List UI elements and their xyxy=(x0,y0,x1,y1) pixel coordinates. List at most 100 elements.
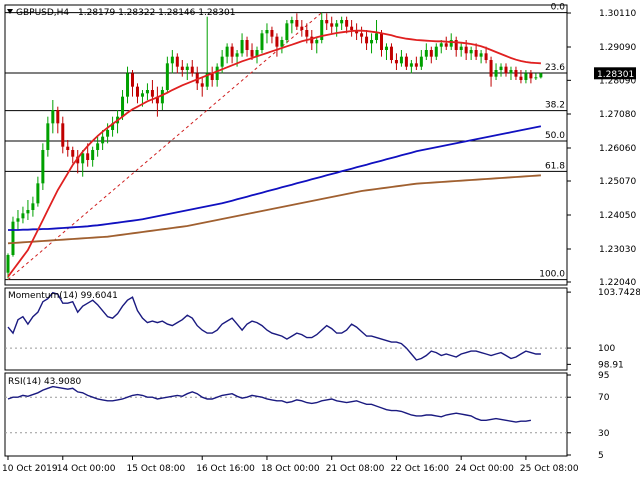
candle-body xyxy=(135,86,139,97)
rsi-panel-frame xyxy=(4,372,568,457)
fibonacci-level-label: 38.2 xyxy=(545,101,565,111)
price-layer: 0.0 23.6 38.2 50.0 61.8 100.0 xyxy=(5,3,567,281)
candle-body xyxy=(514,70,518,77)
candle-body xyxy=(459,46,463,50)
fibonacci-trend-line xyxy=(7,12,323,281)
candle-body xyxy=(170,56,174,64)
candle-body xyxy=(340,20,344,24)
candle-body xyxy=(469,50,473,54)
candle-body xyxy=(529,73,533,79)
candle-body xyxy=(409,63,413,67)
candle-body xyxy=(335,23,339,27)
momentum-layer xyxy=(5,291,567,361)
candle-body xyxy=(160,90,164,104)
candle-body xyxy=(305,30,309,37)
candle-body xyxy=(499,66,503,70)
candle-body xyxy=(355,30,359,34)
candle-body xyxy=(434,46,438,57)
candle-body xyxy=(474,50,478,57)
candle-body xyxy=(145,90,149,94)
candle-body xyxy=(539,73,543,78)
candle-body xyxy=(285,23,289,40)
candle-body xyxy=(524,73,528,80)
candle-body xyxy=(126,73,130,97)
candle-body xyxy=(235,53,239,57)
candle-body xyxy=(31,203,35,210)
candle-body xyxy=(180,66,184,70)
candle-body xyxy=(11,221,15,255)
candle-body xyxy=(150,90,154,97)
rsi-layer xyxy=(5,385,567,434)
moving-average-slow-line xyxy=(7,174,541,245)
candle-body xyxy=(106,130,110,137)
current-price-label: 1.28301 xyxy=(597,70,634,80)
time-axis-label: 22 Oct 16:00 xyxy=(390,464,449,474)
candle-body xyxy=(190,66,194,74)
candle-body xyxy=(21,213,25,219)
time-axis-label: 24 Oct 00:00 xyxy=(455,464,514,474)
fibonacci-level-label: 61.8 xyxy=(545,161,565,171)
candle-body xyxy=(449,40,453,47)
candle-body xyxy=(325,20,329,24)
price-axis-label: 1.26060 xyxy=(599,144,636,154)
candle-body xyxy=(215,66,219,80)
dropdown-triangle-icon[interactable] xyxy=(7,9,13,14)
candle-body xyxy=(240,40,244,54)
price-axis-label: 1.27080 xyxy=(599,110,636,120)
candle-body xyxy=(429,50,433,57)
time-axis-label: 14 Oct 00:00 xyxy=(57,464,116,474)
candle-body xyxy=(310,36,314,44)
candle-body xyxy=(205,73,209,87)
candle-body xyxy=(16,218,20,222)
momentum-axis-label: 100 xyxy=(598,344,615,354)
candle-body xyxy=(370,40,374,44)
current-price-badge xyxy=(594,67,636,80)
candle-body xyxy=(320,20,324,40)
candle-body xyxy=(76,156,80,164)
time-axis-label: 15 Oct 08:00 xyxy=(127,464,186,474)
candle-body xyxy=(439,43,443,47)
candle-body xyxy=(280,40,284,47)
candle-body xyxy=(46,123,50,150)
candle-body xyxy=(260,33,264,50)
candle-body xyxy=(200,83,204,87)
axis-layer: 1.22040 1.23030 1.24050 1.25070 1.26060 1.270… xyxy=(2,9,640,474)
candle-body xyxy=(444,43,448,47)
candle-body xyxy=(315,40,319,44)
price-axis-label: 1.22040 xyxy=(599,278,636,288)
time-axis-label: 16 Oct 16:00 xyxy=(196,464,255,474)
candle-body xyxy=(295,20,299,27)
candle-body xyxy=(111,123,115,130)
candle-body xyxy=(155,96,159,104)
candle-body xyxy=(464,46,468,54)
moving-average-fast-line xyxy=(7,29,541,278)
candle-body xyxy=(414,63,418,67)
candle-body xyxy=(270,30,274,37)
candle-body xyxy=(230,46,234,57)
candle-body xyxy=(36,183,40,204)
candle-body xyxy=(175,56,179,67)
candle-body xyxy=(86,153,90,160)
candle-body xyxy=(504,66,508,74)
moving-average-mid-line xyxy=(8,125,542,231)
candle-body xyxy=(71,150,75,157)
candle-body xyxy=(91,150,95,160)
candle-body xyxy=(350,26,354,30)
rsi-axis-label: 5 xyxy=(598,451,604,461)
candle-body xyxy=(489,60,493,77)
candle-body xyxy=(494,70,498,77)
candle-body xyxy=(509,70,513,74)
candle-body xyxy=(275,36,279,47)
candle-body xyxy=(534,77,538,79)
candle-body xyxy=(185,66,189,70)
fibonacci-level-label: 23.6 xyxy=(545,63,565,73)
momentum-panel-frame xyxy=(4,287,568,371)
time-axis-label: 10 Oct 2019 xyxy=(2,464,58,474)
momentum-line xyxy=(7,291,541,361)
candle-body xyxy=(404,56,408,67)
time-axis-label: 18 Oct 00:00 xyxy=(261,464,320,474)
candle-body xyxy=(454,40,458,50)
candle-body xyxy=(365,36,369,44)
fibonacci-level-label: 50.0 xyxy=(545,131,565,141)
momentum-axis-label: 103.7428 xyxy=(598,288,640,298)
